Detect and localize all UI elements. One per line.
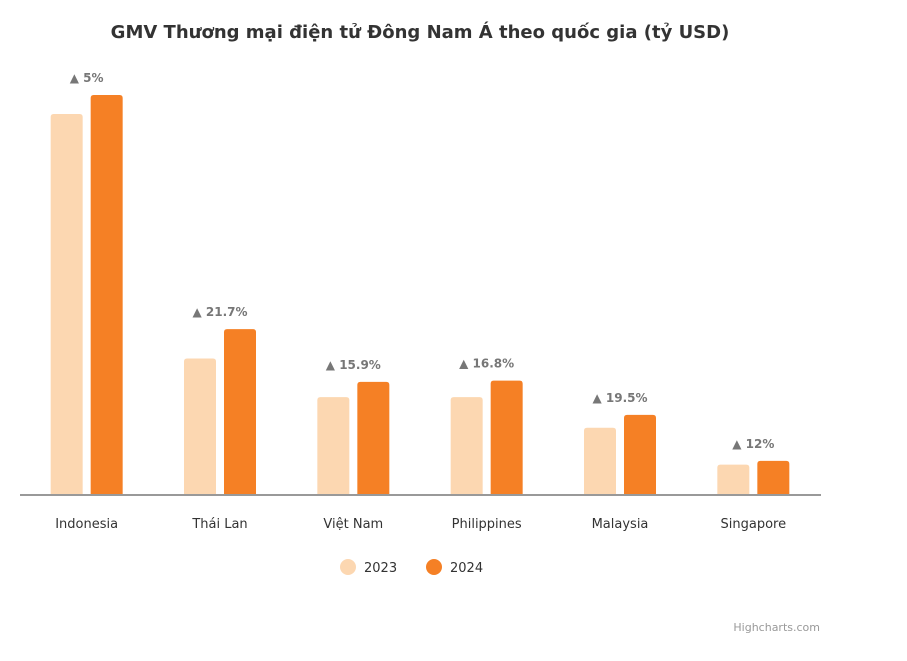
bar-singapore-2023[interactable] — [717, 464, 750, 494]
bar-philippines-2024[interactable] — [490, 380, 523, 494]
growth-data-label: ▲ 15.9% — [326, 358, 381, 372]
x-tick-label: Indonesia — [55, 517, 118, 532]
bar-việt-nam-2024[interactable] — [357, 381, 390, 494]
credits-link[interactable]: Highcharts.com — [733, 621, 820, 634]
growth-data-label: ▲ 19.5% — [592, 391, 647, 405]
legend-item-2023[interactable]: 2023 — [340, 559, 397, 576]
x-tick-label: Việt Nam — [323, 517, 383, 532]
bar-singapore-2024[interactable] — [757, 460, 790, 494]
legend-label: 2024 — [450, 561, 483, 576]
bar-malaysia-2024[interactable] — [624, 414, 656, 494]
bar-malaysia-2023[interactable] — [584, 427, 616, 494]
x-axis-labels: Indonesia Thái Lan Việt Nam Philippines Mala… — [55, 517, 786, 532]
x-tick-label: Thái Lan — [191, 517, 247, 532]
legend: 2023 2024 — [340, 559, 483, 576]
legend-marker — [340, 559, 356, 575]
legend-item-2024[interactable]: 2024 — [426, 559, 483, 576]
chart-title: GMV Thương mại điện tử Đông Nam Á theo q… — [111, 21, 730, 43]
bar-indonesia-2023[interactable] — [50, 114, 83, 494]
legend-label: 2023 — [364, 561, 397, 576]
bar-việt-nam-2023[interactable] — [317, 397, 350, 494]
growth-data-label: ▲ 12% — [732, 437, 774, 451]
x-tick-label: Singapore — [721, 517, 787, 532]
bar-thái-lan-2024[interactable] — [224, 329, 256, 494]
plot-area: ▲ 5% ▲ 21.7% ▲ 15.9% ▲ 16.8% ▲ 19.5% ▲ 12% — [50, 71, 790, 494]
x-tick-label: Philippines — [452, 517, 522, 532]
growth-data-label: ▲ 5% — [70, 71, 104, 85]
legend-marker — [426, 559, 442, 575]
bar-philippines-2023[interactable] — [450, 397, 483, 494]
growth-data-label: ▲ 16.8% — [459, 357, 514, 371]
bar-indonesia-2024[interactable] — [90, 95, 123, 494]
growth-data-label: ▲ 21.7% — [192, 305, 247, 319]
x-tick-label: Malaysia — [592, 517, 649, 532]
bar-thái-lan-2023[interactable] — [184, 358, 216, 494]
